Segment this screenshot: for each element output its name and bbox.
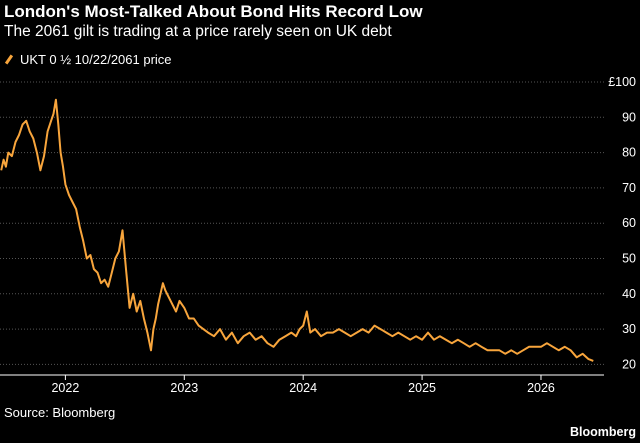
y-tick-label: 40 (622, 287, 636, 301)
y-tick-label: 70 (622, 181, 636, 195)
x-tick-label: 2026 (527, 381, 555, 395)
y-tick-label: 20 (622, 357, 636, 371)
brand-logo: Bloomberg (570, 425, 636, 439)
y-tick-label: 60 (622, 216, 636, 230)
y-tick-label: 50 (622, 252, 636, 266)
y-tick-label: 30 (622, 322, 636, 336)
x-tick-label: 2023 (170, 381, 198, 395)
chart-title: London's Most-Talked About Bond Hits Rec… (4, 2, 423, 21)
y-tick-label: 80 (622, 146, 636, 160)
axes: £100 20 30 40 50 60 70 80 90 2022 2023 2024 2025 2026 (0, 75, 636, 395)
y-axis-unit-label: £100 (608, 75, 636, 89)
series-layer (0, 98, 594, 362)
x-tick-label: 2022 (51, 381, 79, 395)
y-tick-label: 90 (622, 110, 636, 124)
gridlines (0, 81, 604, 365)
source-note: Source: Bloomberg (4, 405, 116, 420)
x-tick-label: 2024 (289, 381, 317, 395)
legend: UKT 0 ½ 10/22/2061 price (4, 52, 172, 67)
legend-label: UKT 0 ½ 10/22/2061 price (20, 52, 172, 67)
chart-subtitle: The 2061 gilt is trading at a price rare… (4, 23, 392, 40)
x-tick-label: 2025 (408, 381, 436, 395)
series-line (0, 98, 594, 362)
